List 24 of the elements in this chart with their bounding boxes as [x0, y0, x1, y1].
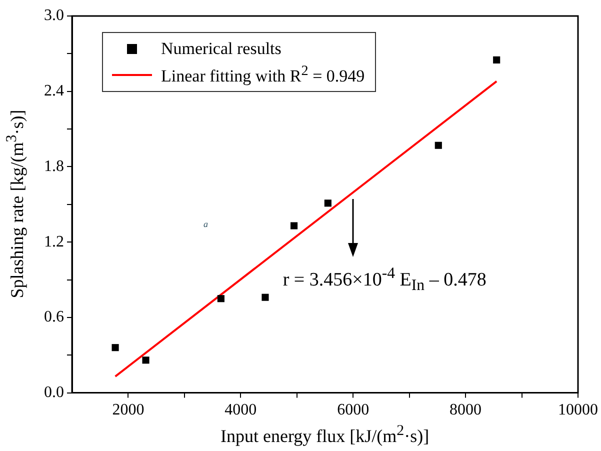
y-tick-label: 1.2: [44, 233, 64, 250]
y-tick-label: 2.4: [44, 82, 64, 100]
annotation: a: [204, 219, 208, 230]
point: [112, 344, 119, 352]
legend-label: Linear fitting with R$^{2}$ = 0.949: [161, 63, 365, 87]
annotation: r = 3.456×10$^{-4}$ E$_{In}$ – 0.478: [282, 265, 486, 296]
y-tick-label: 1.8: [44, 158, 64, 175]
point: [324, 200, 332, 207]
point: [217, 295, 224, 302]
point: [493, 56, 500, 64]
x-tick-label: 6000: [337, 402, 370, 419]
y-tick-label: 0.6: [44, 308, 64, 326]
y-tick-label: 3.0: [44, 7, 64, 24]
x-tick-label: 4000: [224, 402, 257, 419]
x-tick-label: 8000: [450, 402, 482, 419]
x-tick-label: 2000: [112, 402, 144, 419]
x-axis-title: Input energy flux [kJ/(m$^{2}$·s)]: [220, 422, 430, 447]
legend-label: Numerical results: [161, 39, 282, 59]
x-tick-label: 10000: [558, 402, 598, 419]
y-tick-label: 0.0: [44, 384, 64, 402]
point: [142, 356, 150, 364]
point: [434, 142, 442, 149]
point: [290, 222, 298, 230]
point: [262, 294, 269, 301]
